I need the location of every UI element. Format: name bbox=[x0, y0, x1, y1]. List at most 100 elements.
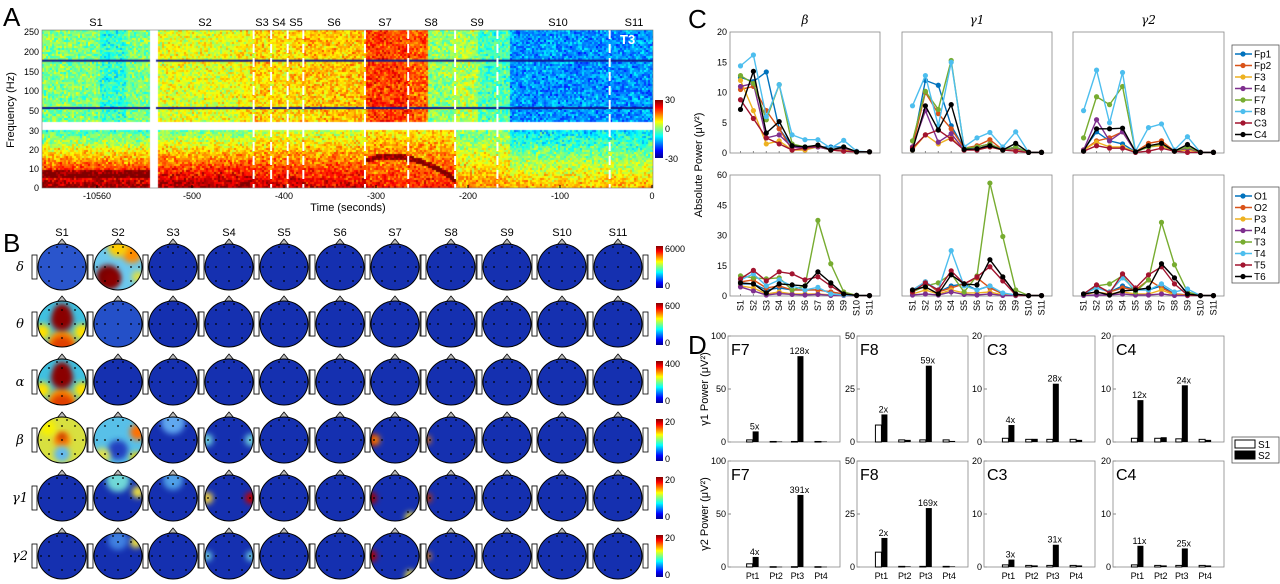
electrode-dot bbox=[130, 569, 132, 571]
electrode-dot bbox=[415, 497, 417, 499]
bar-S1 bbox=[942, 439, 950, 443]
electrode-dot bbox=[339, 395, 341, 397]
session-label: S3 bbox=[255, 17, 268, 29]
electrode-dot bbox=[493, 483, 495, 485]
head-outline bbox=[93, 300, 143, 348]
topomap-hotspot bbox=[246, 551, 253, 561]
y-tick-label: 25 bbox=[845, 509, 855, 519]
electrode-dot bbox=[596, 439, 598, 441]
bar-S2 bbox=[752, 431, 759, 442]
left-ear-icon bbox=[87, 427, 94, 453]
electrode-dot bbox=[339, 511, 341, 513]
electrode-dot bbox=[283, 453, 285, 455]
data-point-C4 bbox=[1106, 126, 1113, 132]
topomap-column-label: S7 bbox=[388, 227, 401, 239]
electrode-dot bbox=[389, 246, 391, 248]
left-ear-icon bbox=[531, 254, 538, 280]
topomap bbox=[476, 527, 538, 580]
electrode-dot bbox=[262, 266, 264, 268]
electrode-dot bbox=[249, 323, 251, 325]
data-point-F8 bbox=[948, 59, 954, 65]
electrode-dot bbox=[48, 453, 50, 455]
electrode-dot bbox=[548, 511, 550, 513]
data-point-T6 bbox=[974, 282, 980, 288]
topomap bbox=[531, 353, 593, 406]
panel-d-ylabel-gamma1: γ1 Power (μV²) bbox=[699, 352, 711, 426]
electrode-dot bbox=[493, 252, 495, 254]
electrode-dot bbox=[112, 535, 114, 537]
electrode-dot bbox=[228, 367, 230, 369]
x-tick-label: S6 bbox=[1144, 300, 1154, 311]
data-point-C4 bbox=[1158, 140, 1165, 146]
data-point-T3 bbox=[750, 275, 757, 281]
y-tick-label: 0 bbox=[34, 183, 39, 193]
electrode-dot bbox=[283, 541, 285, 543]
electrode-dot bbox=[612, 419, 614, 421]
electrode-dot bbox=[617, 395, 619, 397]
electrode-dot bbox=[241, 425, 243, 427]
electrode-dot bbox=[172, 497, 174, 499]
data-point-F8 bbox=[1145, 124, 1152, 131]
channel-title: C3 bbox=[987, 342, 1008, 359]
electrode-dot bbox=[604, 453, 606, 455]
session-label: S5 bbox=[289, 17, 302, 29]
electrode-dot bbox=[215, 323, 217, 325]
data-point-T6 bbox=[1026, 292, 1032, 299]
electrode-dot bbox=[249, 555, 251, 557]
electrode-dot bbox=[283, 323, 285, 325]
data-point-T6 bbox=[737, 280, 744, 286]
head-outline bbox=[593, 243, 643, 291]
electrode-dot bbox=[360, 555, 362, 557]
electrode-dot bbox=[40, 497, 42, 499]
electrode-dot bbox=[61, 555, 63, 557]
topomap bbox=[198, 238, 260, 291]
electrode-dot bbox=[326, 453, 328, 455]
data-point-T5 bbox=[763, 278, 769, 284]
topomap bbox=[476, 469, 538, 522]
head-outline bbox=[426, 416, 476, 464]
legend-marker bbox=[1240, 108, 1246, 115]
electrode-dot bbox=[381, 323, 383, 325]
electrode-dot bbox=[167, 361, 169, 363]
electrode-dot bbox=[574, 511, 576, 513]
legend-marker bbox=[1240, 51, 1246, 57]
electrode-dot bbox=[450, 309, 452, 311]
electrode-dot bbox=[177, 246, 179, 248]
x-tick-label: Pt2 bbox=[769, 571, 783, 581]
electrode-dot bbox=[296, 439, 298, 441]
electrode-dot bbox=[630, 367, 632, 369]
data-point-F7 bbox=[1093, 94, 1100, 100]
left-ear-icon bbox=[142, 485, 149, 511]
topomap bbox=[531, 295, 593, 348]
electrode-dot bbox=[381, 381, 383, 383]
electrode-dot bbox=[167, 246, 169, 248]
ratio-label: 59x bbox=[921, 356, 936, 366]
data-point-C4 bbox=[987, 143, 993, 149]
head-outline bbox=[537, 243, 587, 291]
electrode-dot bbox=[493, 511, 495, 513]
topomap bbox=[31, 353, 93, 406]
electrode-dot bbox=[215, 497, 217, 499]
electrode-dot bbox=[283, 555, 285, 557]
bar-S2 bbox=[1160, 565, 1167, 567]
data-point-F8 bbox=[802, 137, 808, 143]
electrode-dot bbox=[630, 541, 632, 543]
electrode-dot bbox=[326, 395, 328, 397]
electrode-dot bbox=[527, 323, 529, 325]
electrode-dot bbox=[74, 323, 76, 325]
bar-S2 bbox=[1137, 545, 1144, 567]
head-outline bbox=[593, 300, 643, 348]
electrode-dot bbox=[215, 337, 217, 339]
electrode-dot bbox=[638, 323, 640, 325]
electrode-dot bbox=[506, 309, 508, 311]
left-ear-icon bbox=[142, 427, 149, 453]
electrode-dot bbox=[574, 252, 576, 254]
electrode-dot bbox=[151, 323, 153, 325]
electrode-dot bbox=[381, 569, 383, 571]
data-point-T6 bbox=[1210, 292, 1217, 299]
data-point-T3 bbox=[828, 261, 834, 267]
electrode-dot bbox=[548, 367, 550, 369]
electrode-dot bbox=[326, 555, 328, 557]
electrode-dot bbox=[326, 425, 328, 427]
topomap-fill bbox=[38, 359, 86, 405]
